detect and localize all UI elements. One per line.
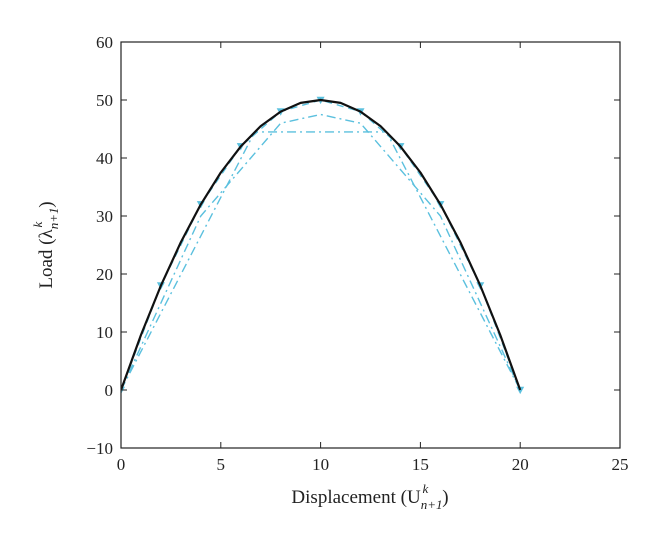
x-axis-title-sub: n+1 — [421, 497, 443, 512]
y-tick-label: 0 — [105, 381, 114, 400]
x-axis-title: Displacement (Un+1k) — [291, 481, 448, 512]
y-tick-label: 50 — [96, 91, 113, 110]
y-tick-label: 40 — [96, 149, 113, 168]
series-2-line — [121, 99, 521, 391]
x-tick-label: 10 — [312, 455, 329, 474]
x-axis-title-sup: k — [422, 481, 428, 496]
x-tick-label: 20 — [512, 455, 529, 474]
series-1-line — [121, 98, 522, 391]
series-3-line — [121, 113, 521, 391]
y-axis-title-main: Load (λ — [36, 229, 57, 289]
y-axis-title-sub: n+1 — [46, 207, 61, 229]
plot-frame — [120, 41, 621, 449]
series-layer — [121, 96, 525, 395]
y-tick-label: 20 — [96, 265, 113, 284]
y-tick-label: 10 — [96, 323, 113, 342]
y-tick-label: 60 — [96, 33, 113, 52]
x-axis-title-main: Displacement (U — [291, 487, 421, 508]
x-axis-title-close: ) — [442, 487, 448, 508]
y-tick-label: 30 — [96, 207, 113, 226]
series-4-line — [121, 131, 521, 391]
x-tick-label: 15 — [412, 455, 429, 474]
y-tick-label: −10 — [86, 439, 113, 458]
y-axis-title: Load (λn+1k) — [30, 201, 61, 288]
y-axis-title-close: ) — [36, 201, 57, 207]
y-axis-title-sup: k — [30, 221, 45, 227]
x-tick-label: 5 — [217, 455, 226, 474]
x-tick-label: 0 — [117, 455, 126, 474]
x-tick-label: 25 — [612, 455, 629, 474]
